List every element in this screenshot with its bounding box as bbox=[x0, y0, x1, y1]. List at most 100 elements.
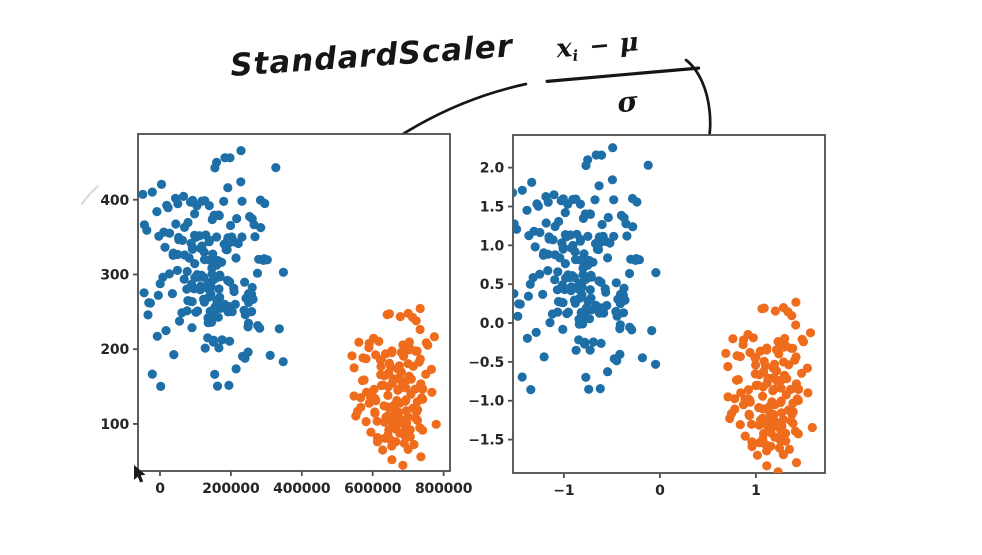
data-point-cluster-blue bbox=[581, 372, 591, 382]
data-point-cluster-blue bbox=[586, 270, 596, 280]
data-point-cluster-blue bbox=[560, 259, 571, 269]
data-point-cluster-blue bbox=[588, 337, 599, 347]
data-point-cluster-blue bbox=[153, 290, 163, 300]
data-point-cluster-orange bbox=[773, 337, 783, 347]
data-point-cluster-orange bbox=[723, 361, 733, 372]
data-point-cluster-blue bbox=[225, 336, 235, 346]
data-point-cluster-blue bbox=[565, 230, 576, 240]
data-point-cluster-blue bbox=[212, 295, 222, 305]
data-point-cluster-blue bbox=[190, 209, 200, 219]
data-point-cluster-blue bbox=[574, 278, 584, 288]
data-point-cluster-blue bbox=[603, 212, 613, 223]
formula-numerator: xi − μ bbox=[554, 27, 640, 66]
data-point-cluster-orange bbox=[805, 328, 816, 338]
data-point-cluster-orange bbox=[376, 370, 386, 380]
data-point-cluster-blue bbox=[156, 179, 167, 189]
y-tick-label: 300 bbox=[100, 267, 129, 283]
data-point-cluster-blue bbox=[563, 307, 574, 317]
data-point-cluster-blue bbox=[631, 254, 641, 264]
data-point-cluster-blue bbox=[627, 193, 638, 204]
data-point-cluster-blue bbox=[222, 245, 232, 255]
data-point-cluster-blue bbox=[249, 220, 259, 230]
data-point-cluster-orange bbox=[758, 434, 768, 444]
data-point-cluster-blue bbox=[637, 353, 648, 363]
data-point-cluster-orange bbox=[362, 387, 372, 397]
y-tick-label: 1.5 bbox=[480, 199, 504, 215]
data-point-cluster-blue bbox=[250, 232, 260, 242]
data-point-cluster-blue bbox=[621, 219, 631, 229]
data-point-cluster-blue bbox=[525, 279, 535, 289]
data-point-cluster-orange bbox=[415, 423, 425, 433]
data-point-cluster-blue bbox=[238, 351, 248, 361]
y-tick-label: 100 bbox=[100, 417, 129, 433]
data-point-cluster-blue bbox=[165, 228, 175, 238]
data-point-cluster-blue bbox=[615, 320, 625, 330]
x-tick-label: 800000 bbox=[415, 481, 473, 497]
data-point-cluster-blue bbox=[583, 260, 593, 270]
data-point-cluster-orange bbox=[786, 416, 796, 426]
data-point-cluster-orange bbox=[415, 354, 425, 364]
data-point-cluster-blue bbox=[199, 297, 209, 307]
data-point-cluster-blue bbox=[607, 175, 618, 185]
data-point-cluster-blue bbox=[174, 316, 185, 326]
data-point-cluster-blue bbox=[236, 177, 246, 187]
data-point-cluster-blue bbox=[203, 278, 213, 288]
x-tick-label: 200000 bbox=[202, 481, 260, 497]
standardized-scatter-plot: −1 0 1 −1.5 −1.0 −0.5 0.0 0.5 1.0 1.5 2.0 bbox=[468, 134, 826, 499]
data-point-cluster-blue bbox=[583, 231, 593, 241]
x-tick-label: 400000 bbox=[273, 481, 331, 497]
data-point-cluster-blue bbox=[591, 150, 601, 160]
data-point-cluster-blue bbox=[212, 232, 222, 242]
data-point-cluster-blue bbox=[570, 247, 580, 257]
data-point-cluster-blue bbox=[558, 324, 568, 334]
data-point-cluster-blue bbox=[555, 253, 565, 263]
data-point-cluster-orange bbox=[383, 430, 393, 440]
data-point-cluster-blue bbox=[178, 191, 189, 201]
data-point-cluster-orange bbox=[431, 419, 441, 429]
data-point-cluster-orange bbox=[395, 312, 405, 322]
data-point-cluster-orange bbox=[352, 406, 363, 416]
data-point-cluster-orange bbox=[364, 343, 374, 353]
data-point-cluster-orange bbox=[728, 334, 738, 344]
data-point-cluster-blue bbox=[192, 270, 202, 280]
data-point-cluster-blue bbox=[195, 231, 205, 241]
data-point-cluster-blue bbox=[602, 300, 612, 311]
data-point-cluster-blue bbox=[560, 208, 570, 218]
data-point-cluster-blue bbox=[214, 284, 224, 294]
data-point-cluster-blue bbox=[230, 299, 240, 309]
data-point-cluster-orange bbox=[748, 333, 758, 343]
data-point-cluster-blue bbox=[585, 345, 595, 355]
data-point-cluster-blue bbox=[513, 188, 518, 198]
data-point-cluster-orange bbox=[427, 387, 437, 397]
data-point-cluster-orange bbox=[773, 467, 783, 473]
data-point-cluster-blue bbox=[240, 277, 250, 287]
data-point-cluster-orange bbox=[787, 311, 797, 321]
data-point-cluster-orange bbox=[736, 388, 746, 398]
data-point-cluster-orange bbox=[393, 409, 403, 420]
data-point-cluster-orange bbox=[726, 409, 737, 419]
data-point-cluster-blue bbox=[522, 333, 533, 343]
data-point-cluster-blue bbox=[265, 350, 275, 360]
data-point-cluster-orange bbox=[409, 439, 419, 450]
data-point-cluster-blue bbox=[579, 339, 590, 349]
data-point-cluster-orange bbox=[395, 428, 405, 438]
x-tick-label: 600000 bbox=[344, 481, 402, 497]
data-point-cluster-blue bbox=[526, 385, 536, 395]
y-tick-label: −1.0 bbox=[468, 394, 504, 410]
x-axis-ticks: −1 0 1 bbox=[553, 473, 761, 499]
data-point-cluster-blue bbox=[545, 318, 555, 328]
data-point-cluster-orange bbox=[783, 405, 794, 415]
data-point-cluster-blue bbox=[154, 231, 164, 241]
data-point-cluster-blue bbox=[533, 201, 544, 211]
data-point-cluster-blue bbox=[226, 220, 236, 231]
data-point-cluster-blue bbox=[591, 300, 601, 310]
data-point-cluster-blue bbox=[278, 267, 288, 277]
data-point-cluster-blue bbox=[252, 268, 263, 278]
data-point-cluster-blue bbox=[215, 270, 225, 280]
data-point-cluster-orange bbox=[751, 380, 761, 391]
data-point-cluster-blue bbox=[603, 253, 613, 263]
data-point-cluster-blue bbox=[651, 359, 661, 369]
data-point-cluster-blue bbox=[171, 219, 181, 229]
